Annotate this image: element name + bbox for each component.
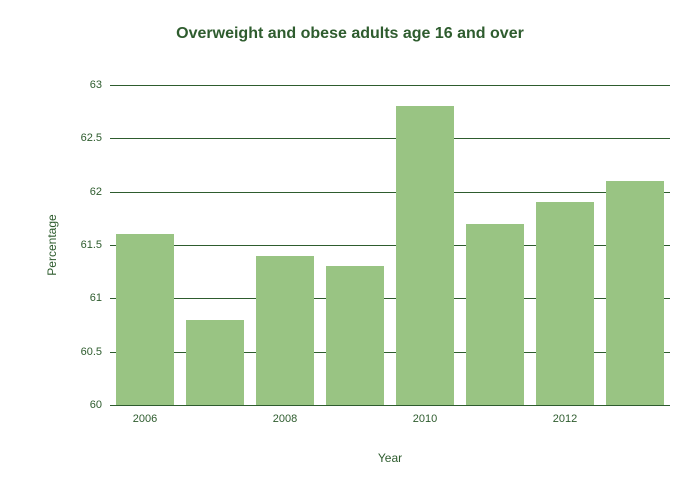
bar [466, 224, 523, 405]
bar [256, 256, 313, 405]
bar [186, 320, 243, 405]
bar [326, 266, 383, 405]
bar [396, 106, 453, 405]
gridline [110, 405, 670, 406]
x-tick-label: 2010 [413, 405, 437, 425]
y-tick-label: 62 [90, 186, 110, 198]
x-tick-label: 2012 [553, 405, 577, 425]
bar [536, 202, 593, 405]
gridline [110, 85, 670, 86]
y-tick-label: 61.5 [81, 239, 110, 251]
bar [606, 181, 663, 405]
gridline [110, 192, 670, 193]
x-tick-label: 2008 [273, 405, 297, 425]
y-tick-label: 60 [90, 399, 110, 411]
y-tick-label: 61 [90, 292, 110, 304]
y-tick-label: 63 [90, 79, 110, 91]
x-tick-label: 2006 [133, 405, 157, 425]
plot-area: 6060.56161.56262.5632006200820102012 [110, 85, 670, 405]
gridline [110, 138, 670, 139]
x-axis-label: Year [378, 451, 402, 465]
y-tick-label: 60.5 [81, 346, 110, 358]
y-axis-label: Percentage [45, 214, 59, 275]
y-tick-label: 62.5 [81, 132, 110, 144]
chart-title: Overweight and obese adults age 16 and o… [0, 25, 700, 43]
bar [116, 234, 173, 405]
